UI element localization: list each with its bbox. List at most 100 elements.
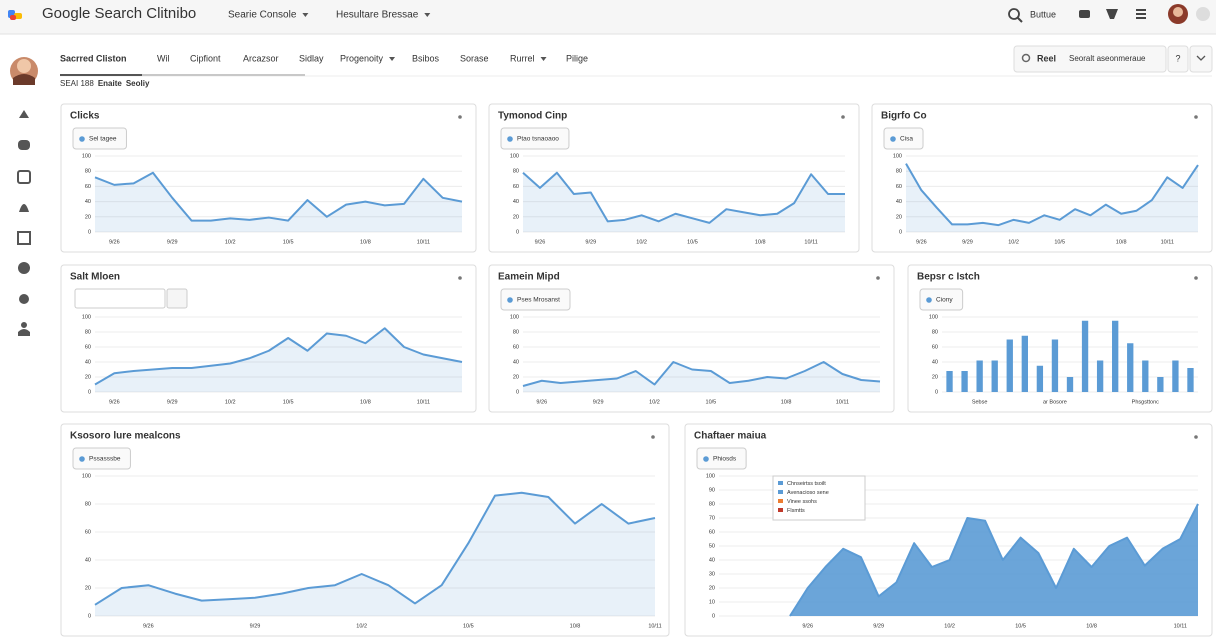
x-tick-label: 10/11	[836, 399, 849, 405]
line	[789, 503, 1199, 617]
filter-chip-label[interactable]: Pssasssbe	[89, 456, 121, 463]
panel-title: Eamein Mipd	[498, 272, 560, 283]
filter-chip[interactable]	[919, 288, 964, 311]
legend-label: Vinee ssohs	[787, 499, 817, 505]
filter-chip-label[interactable]: Sel tagee	[89, 136, 117, 143]
header-menu[interactable]: Hesultare Bressae	[336, 10, 419, 21]
bar	[1172, 360, 1179, 392]
y-tick-label: 80	[85, 169, 91, 175]
tab[interactable]: Sidlay	[299, 53, 324, 63]
panel-menu[interactable]	[1194, 115, 1198, 119]
toolbar-button[interactable]: Seoralt aseonmeraue	[1069, 54, 1146, 63]
y-tick-label: 80	[85, 501, 91, 507]
y-tick-label: 100	[929, 314, 938, 320]
panel-title: Bepsr c Istch	[917, 272, 980, 283]
y-tick-label: 100	[82, 153, 91, 159]
filter-chip[interactable]	[500, 288, 571, 311]
legend-label: Flsmtts	[787, 508, 805, 514]
x-tick-label: 10/8	[1116, 239, 1127, 245]
more-button[interactable]	[1189, 45, 1213, 73]
y-tick-label: 80	[896, 169, 902, 175]
panel	[60, 423, 670, 637]
line	[94, 491, 656, 606]
bar	[946, 371, 953, 392]
search-input[interactable]	[74, 288, 166, 309]
x-tick-label: 9/26	[109, 239, 120, 245]
filter-chip-label[interactable]: Pses Mrosanst	[517, 297, 560, 304]
x-tick-label: 10/11	[417, 399, 430, 405]
x-tick-label: 10/11	[1174, 623, 1187, 629]
x-tick-label: 10/5	[463, 623, 474, 629]
panel-menu[interactable]	[876, 276, 880, 280]
filter-chip[interactable]	[72, 127, 127, 150]
help-button[interactable]	[1167, 45, 1189, 73]
filter-chip[interactable]	[883, 127, 924, 150]
breadcrumb: Seoliy	[126, 79, 150, 88]
area-fill	[523, 362, 880, 392]
x-tick-label: 9/29	[167, 239, 178, 245]
panel-menu[interactable]	[1194, 435, 1198, 439]
panel-menu[interactable]	[651, 435, 655, 439]
icon	[17, 170, 31, 184]
y-tick-label: 100	[510, 314, 519, 320]
toolbar-button[interactable]: ?	[1175, 53, 1180, 63]
filter-chip[interactable]	[696, 447, 747, 470]
panel-menu[interactable]	[841, 115, 845, 119]
tab[interactable]: Sorase	[460, 53, 489, 63]
x-tick-label: 9/26	[802, 623, 813, 629]
legend-swatch	[778, 490, 783, 494]
x-tick-label: Sebse	[972, 399, 988, 405]
bar	[1081, 320, 1089, 392]
x-tick-label: 10/5	[1054, 239, 1065, 245]
filter-chip-label[interactable]: Cisa	[900, 136, 913, 143]
x-tick-label: 9/26	[535, 239, 546, 245]
area-fill	[789, 504, 1198, 616]
area-fill	[95, 492, 655, 616]
tab[interactable]: Rurrel	[510, 53, 535, 63]
panel-menu[interactable]	[1194, 276, 1198, 280]
y-tick-label: 90	[709, 487, 715, 493]
chip-dot	[507, 136, 513, 142]
y-tick-label: 20	[85, 585, 91, 591]
line	[522, 361, 881, 387]
search-icon	[1021, 53, 1031, 63]
x-tick-label: 10/2	[225, 399, 236, 405]
filter-chip-label[interactable]: Ciony	[936, 297, 953, 304]
x-tick-label: 10/11	[417, 239, 430, 245]
filter-chip-label[interactable]: Ptao tsnaoaoo	[517, 136, 559, 143]
tab[interactable]: Sacrred Cliston	[60, 53, 127, 63]
search-label[interactable]: Buttue	[1030, 9, 1056, 19]
header-menu[interactable]: Searie Console	[228, 10, 297, 21]
y-tick-label: 30	[709, 571, 715, 577]
x-tick-label: 9/29	[167, 399, 178, 405]
y-tick-label: 20	[85, 214, 91, 220]
area-fill	[906, 163, 1198, 232]
panel	[907, 264, 1213, 413]
legend-swatch	[778, 508, 783, 512]
y-tick-label: 80	[513, 169, 519, 175]
filter-chip[interactable]	[500, 127, 570, 150]
tab[interactable]: Arcazsor	[243, 53, 279, 63]
toolbar-button[interactable]: Reel	[1037, 53, 1056, 63]
x-tick-label: 10/5	[1015, 623, 1026, 629]
y-tick-label: 0	[88, 389, 91, 395]
filter-chip-label[interactable]: Phiosds	[713, 456, 737, 463]
search-button[interactable]	[166, 288, 188, 309]
tab[interactable]: Pilige	[566, 53, 588, 63]
y-tick-label: 40	[932, 359, 938, 365]
tab[interactable]: Cipfiont	[190, 53, 221, 63]
y-tick-label: 100	[893, 153, 902, 159]
bar	[1127, 343, 1134, 392]
tab[interactable]: Wil	[157, 53, 170, 63]
x-tick-label: 10/8	[1086, 623, 1097, 629]
panel-menu[interactable]	[458, 276, 462, 280]
tab[interactable]: Bsibos	[412, 53, 440, 63]
panel-menu[interactable]	[458, 115, 462, 119]
chip-dot	[507, 297, 513, 303]
y-tick-label: 80	[513, 329, 519, 335]
tab[interactable]: Progenoity	[340, 53, 384, 63]
filter-chip[interactable]	[72, 447, 131, 470]
panel-title: Clicks	[70, 111, 100, 122]
dropdown-arrow	[389, 57, 396, 61]
